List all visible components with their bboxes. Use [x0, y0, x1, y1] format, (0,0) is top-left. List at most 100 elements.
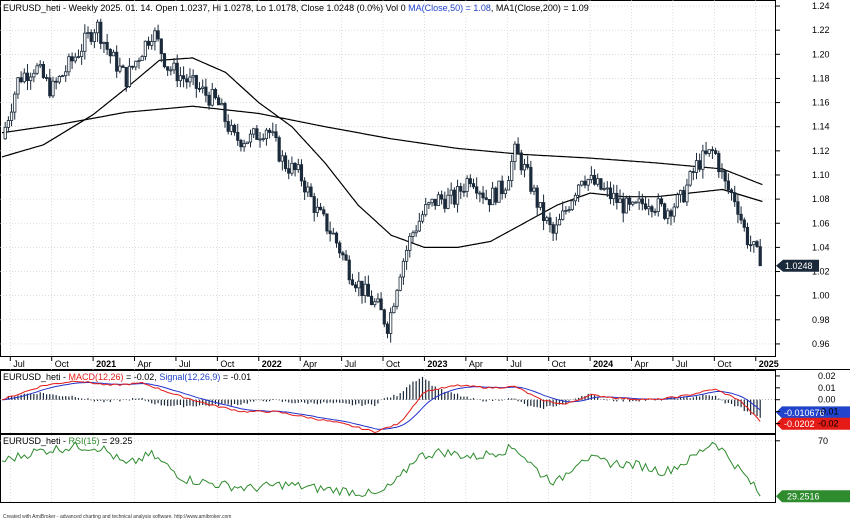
candle-body [315, 206, 319, 213]
candle-body [647, 206, 651, 210]
y-label-1.18: 1.18 [812, 73, 830, 83]
candle-body [210, 88, 214, 106]
candle-body [510, 161, 514, 181]
signal-line [1, 381, 761, 430]
x-label-Apr: Apr [635, 359, 649, 369]
candle-body [312, 196, 316, 213]
candle-body [519, 152, 523, 171]
candle-body [350, 279, 355, 286]
candle-body [293, 162, 297, 171]
candle-body [354, 284, 358, 289]
candle-body [277, 137, 281, 162]
candle-body [331, 232, 335, 235]
x-label-2024: 2024 [593, 359, 613, 369]
candle-body [41, 64, 46, 78]
candle-body [38, 64, 42, 67]
candle-body [108, 48, 112, 57]
candle-body [207, 94, 211, 106]
candle-body [194, 75, 198, 89]
candle-body [232, 124, 237, 133]
candle-body [535, 187, 539, 208]
candle-body [118, 65, 122, 72]
candle-body [341, 252, 345, 256]
rsi-series: 29.2516 [1, 440, 850, 503]
y-label-1.16: 1.16 [812, 98, 830, 108]
candle-body [299, 164, 304, 182]
candle-body [656, 198, 660, 212]
candle-body [557, 219, 562, 226]
candle-body [64, 71, 68, 77]
candle-body [172, 62, 176, 71]
candle-body [280, 155, 284, 162]
candle-body [404, 250, 409, 262]
candle-body [541, 202, 546, 221]
candle-body [586, 179, 590, 186]
candle-body [561, 210, 565, 220]
candle-body [484, 197, 488, 200]
candle-body [478, 192, 482, 195]
candle-body [9, 111, 14, 121]
candle-body [242, 143, 246, 148]
candle-body [433, 198, 437, 206]
candle-body [430, 198, 434, 204]
candle-body [643, 203, 648, 210]
candle-body [758, 246, 762, 267]
candle-body [271, 131, 275, 134]
panel-frame-1 [0, 370, 776, 434]
x-label-Jul: Jul [510, 359, 522, 369]
x-label-Oct: Oct [717, 359, 732, 369]
candle-body [347, 259, 351, 281]
signal-value-label: -0.010676 [784, 408, 825, 418]
candle-body [615, 192, 619, 203]
y-label-1.24: 1.24 [812, 1, 830, 11]
candle-body [258, 138, 262, 141]
candle-body [54, 80, 58, 83]
candle-body [204, 86, 208, 96]
candle-body [83, 32, 87, 52]
candle-body [401, 260, 406, 278]
candle-body [704, 150, 708, 154]
candle-body [318, 206, 323, 211]
candle-body [462, 190, 466, 193]
candle-body [67, 56, 71, 73]
candle-body [115, 51, 119, 72]
candle-body [51, 80, 55, 97]
candle-body [663, 203, 667, 219]
candle-body [471, 183, 476, 188]
candle-body [688, 171, 692, 186]
candle-body [322, 209, 326, 215]
candle-body [303, 180, 307, 193]
candle-body [551, 224, 555, 234]
candle-body [436, 194, 441, 206]
ma200-line [1, 105, 763, 186]
x-label-Jul: Jul [676, 359, 688, 369]
candle-body [274, 131, 278, 138]
x-label-2023: 2023 [427, 359, 447, 369]
candle-body [707, 149, 711, 154]
candle-body [22, 72, 26, 83]
candle-body [682, 190, 686, 203]
candle-body [268, 129, 272, 133]
macd-value-label: -0.0202 [784, 419, 815, 429]
candle-body [577, 184, 581, 196]
candle-body [334, 232, 339, 244]
candle-body [602, 188, 606, 190]
candle-body [685, 184, 689, 203]
candle-body [580, 180, 584, 186]
candle-body [491, 187, 495, 206]
candle-body [379, 298, 383, 311]
candle-body [287, 168, 291, 174]
candle-body [589, 174, 593, 180]
candle-body [449, 189, 453, 196]
candle-body [605, 187, 609, 190]
candle-body [385, 323, 390, 334]
candle-body [127, 65, 132, 87]
candle-body [134, 60, 138, 68]
candle-body [627, 197, 632, 205]
candle-body [309, 186, 313, 197]
rsi-label-70: 70 [818, 436, 828, 446]
candle-body [264, 129, 269, 139]
candle-body [752, 241, 756, 246]
candle-body [131, 65, 135, 68]
